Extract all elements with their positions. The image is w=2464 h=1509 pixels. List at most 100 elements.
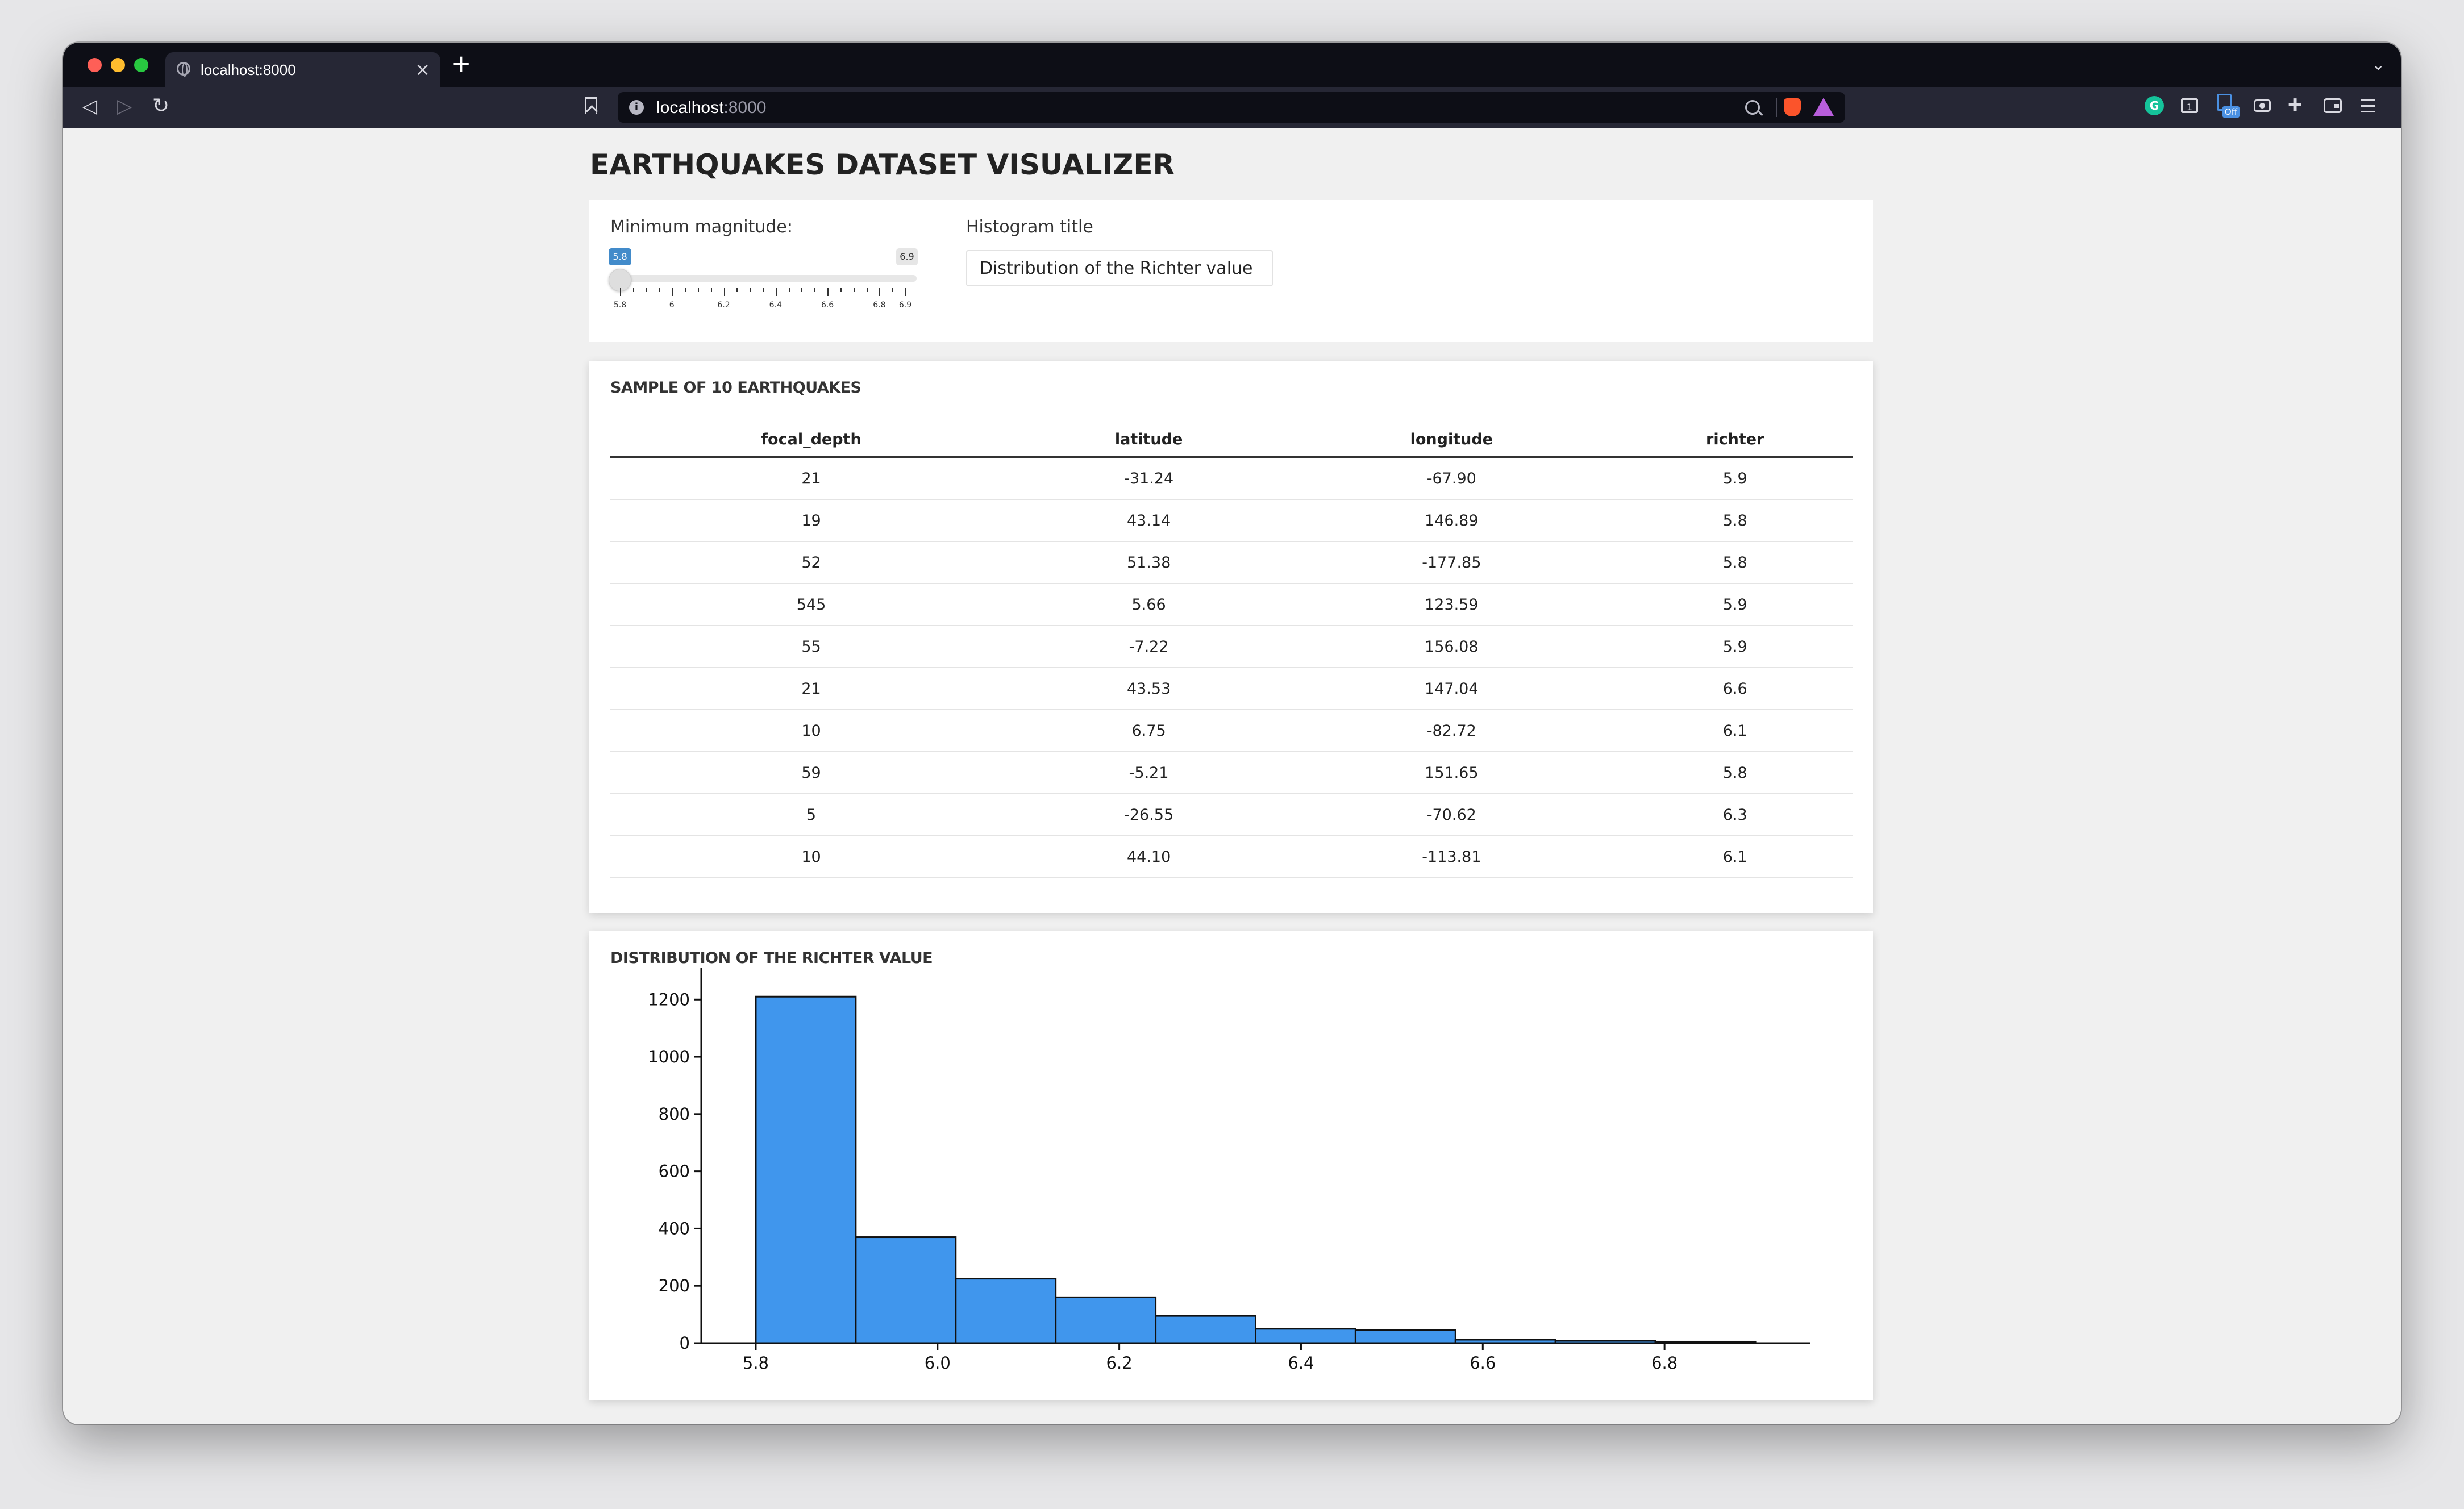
table-cell-richter: 5.8 [1617, 752, 1853, 794]
slider-minor-tick [736, 288, 738, 292]
address-bar[interactable]: i localhost:8000 [618, 92, 1845, 123]
histogram-bar [1354, 1329, 1456, 1344]
y-tick-label: 600 [659, 1162, 690, 1181]
table-cell-longitude: 156.08 [1285, 626, 1618, 668]
slider-value-bubble: 5.8 [609, 248, 631, 265]
slider-tick-label: 6.8 [873, 301, 886, 310]
table-header-row: focal_depth latitude longitude richter [610, 422, 1853, 458]
url-text[interactable]: localhost:8000 [656, 98, 766, 118]
page-title: EARTHQUAKES DATASET VISUALIZER [590, 148, 1175, 181]
table-cell-latitude: -5.21 [1012, 752, 1286, 794]
histogram-bar [1155, 1315, 1256, 1344]
histogram-title-input[interactable] [966, 250, 1273, 286]
min-magnitude-slider[interactable]: 5.8 6.9 5.8 6 6.2 6.4 6.6 6.8 6.9 [609, 248, 919, 311]
grammarly-extension-icon[interactable]: G [2145, 96, 2164, 115]
slider-major-tick [672, 288, 673, 296]
hamburger-menu-icon[interactable] [2361, 99, 2375, 120]
sample-table-card: SAMPLE OF 10 EARTHQUAKES focal_depth lati… [589, 361, 1873, 913]
table-cell-richter: 6.3 [1617, 794, 1853, 836]
extension-off-icon[interactable]: Off [2217, 94, 2240, 119]
url-host: localhost [656, 98, 724, 117]
slider-track[interactable] [615, 275, 917, 282]
table-cell-latitude: -26.55 [1012, 794, 1286, 836]
tab-list-chevron-icon[interactable]: ⌄ [2371, 55, 2385, 74]
slider-minor-tick [646, 288, 647, 292]
browser-toolbar: ◁ ▷ ↻ i localhost:8000 G 1 Off ✚ [63, 87, 2401, 128]
browser-window: localhost:8000 × + ⌄ ◁ ▷ ↻ i localhost:8… [63, 43, 2401, 1424]
table-cell-richter: 5.9 [1617, 457, 1853, 500]
table-cell-longitude: -177.85 [1285, 541, 1618, 584]
table-cell-latitude: 5.66 [1012, 583, 1286, 626]
brave-rewards-icon[interactable] [1813, 98, 1834, 116]
reload-icon[interactable]: ↻ [152, 94, 170, 118]
histogram-bar [1055, 1296, 1157, 1344]
table-cell-longitude: -113.81 [1285, 836, 1618, 878]
zoom-icon[interactable] [1745, 100, 1760, 115]
page-content: EARTHQUAKES DATASET VISUALIZER Minimum m… [63, 128, 2401, 1424]
table-cell-focal-depth: 545 [610, 583, 1012, 626]
slider-major-tick [620, 288, 621, 296]
y-tick-label: 800 [659, 1104, 690, 1124]
slider-minor-tick [750, 288, 751, 292]
new-tab-button[interactable]: + [451, 49, 472, 77]
tab-close-icon[interactable]: × [415, 59, 430, 80]
slider-minor-tick [710, 288, 712, 292]
column-header-latitude: latitude [1012, 422, 1286, 458]
table-cell-focal-depth: 10 [610, 836, 1012, 878]
table-cell-longitude: 147.04 [1285, 668, 1618, 710]
slider-minor-tick [697, 288, 699, 292]
slider-tick-label: 6.6 [821, 301, 834, 310]
y-tick-label: 200 [659, 1276, 690, 1295]
table-row: 52 51.38 -177.85 5.8 [610, 541, 1853, 584]
slider-minor-tick [788, 288, 790, 292]
table-row: 545 5.66 123.59 5.9 [610, 583, 1853, 626]
histogram-bar [955, 1278, 1057, 1344]
table-cell-latitude: 43.53 [1012, 668, 1286, 710]
table-cell-richter: 6.1 [1617, 836, 1853, 878]
table-cell-latitude: 43.14 [1012, 499, 1286, 542]
table-cell-latitude: 6.75 [1012, 710, 1286, 752]
richter-histogram: 0 200 400 600 800 1000 1200 5.8 6.0 6.2 6.4 6.6 6.8 [648, 968, 1810, 1373]
table-row: 19 43.14 146.89 5.8 [610, 499, 1853, 542]
histogram-bar [1255, 1328, 1356, 1344]
extensions-puzzle-icon[interactable]: ✚ [2288, 95, 2303, 115]
x-tick-label: 6.6 [1470, 1353, 1496, 1373]
table-cell-richter: 6.1 [1617, 710, 1853, 752]
slider-max-bubble: 6.9 [896, 248, 918, 265]
histogram-bar [855, 1236, 957, 1344]
table-cell-longitude: 151.65 [1285, 752, 1618, 794]
slider-minor-tick [840, 288, 842, 292]
table-row: 55 -7.22 156.08 5.9 [610, 626, 1853, 668]
bookmark-icon[interactable] [585, 97, 597, 114]
column-header-focal-depth: focal_depth [610, 422, 1012, 458]
slider-tick-label: 6.2 [717, 301, 730, 310]
close-window-button[interactable] [88, 58, 102, 72]
table-cell-focal-depth: 21 [610, 668, 1012, 710]
x-tick-label: 6.4 [1288, 1353, 1314, 1373]
table-cell-richter: 5.8 [1617, 499, 1853, 542]
table-row: 21 43.53 147.04 6.6 [610, 668, 1853, 710]
table-cell-richter: 6.6 [1617, 668, 1853, 710]
table-cell-longitude: -82.72 [1285, 710, 1618, 752]
chart-title: DISTRIBUTION OF THE RICHTER VALUE [610, 949, 933, 967]
slider-major-tick [905, 288, 906, 296]
table-row: 59 -5.21 151.65 5.8 [610, 752, 1853, 794]
maximize-window-button[interactable] [134, 58, 148, 72]
minimize-window-button[interactable] [111, 58, 125, 72]
site-info-icon[interactable]: i [629, 100, 644, 115]
histogram-bar [755, 995, 857, 1344]
forward-icon[interactable]: ▷ [117, 95, 132, 118]
wallet-icon[interactable] [2324, 98, 2342, 113]
slider-major-tick [827, 288, 829, 296]
browser-tab[interactable]: localhost:8000 × [165, 52, 440, 87]
extension-badge-icon[interactable]: 1 [2181, 98, 2198, 113]
column-header-richter: richter [1617, 422, 1853, 458]
y-tick-label: 1200 [648, 990, 690, 1009]
brave-shields-icon[interactable] [1784, 98, 1801, 116]
slider-tick-label: 6.9 [898, 301, 912, 310]
camera-icon[interactable] [2254, 99, 2271, 112]
table-row: 5 -26.55 -70.62 6.3 [610, 794, 1853, 836]
y-tick-label: 1000 [648, 1047, 690, 1066]
back-icon[interactable]: ◁ [82, 95, 98, 118]
table-cell-focal-depth: 52 [610, 541, 1012, 584]
